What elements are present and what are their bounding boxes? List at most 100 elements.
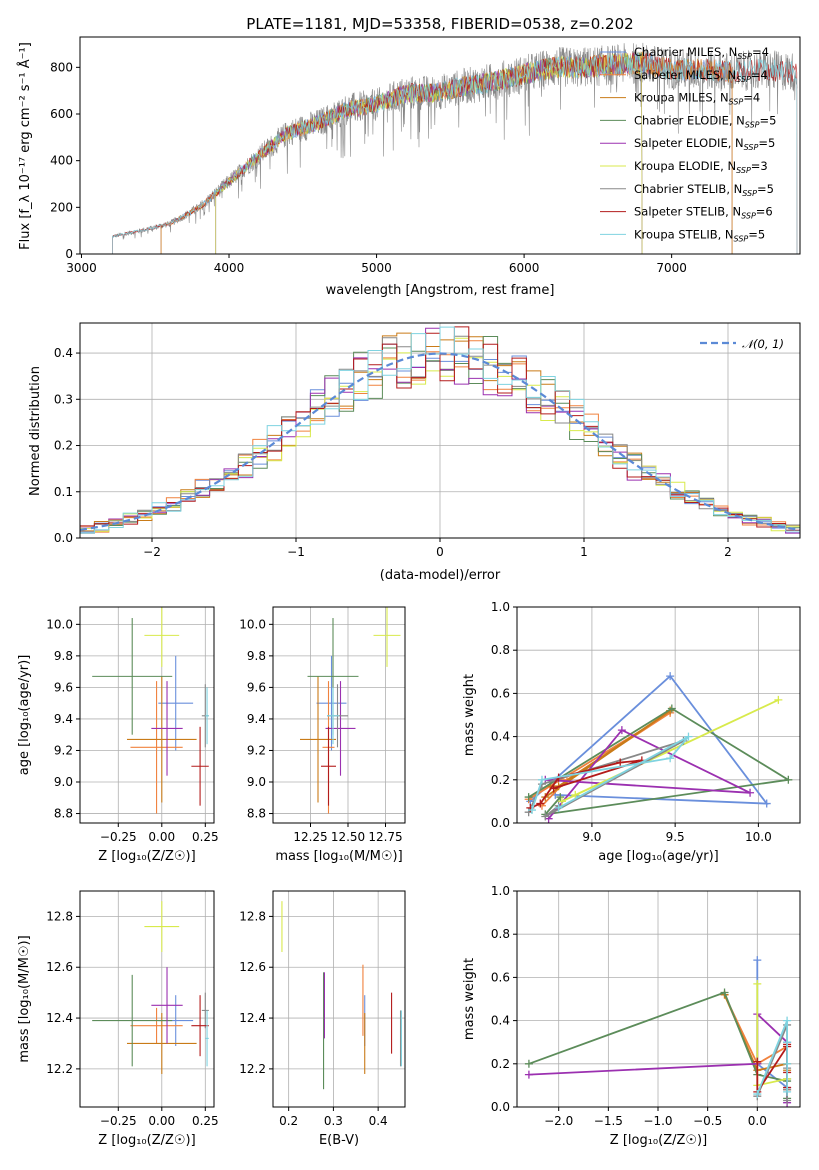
y-tick-label: 12.8 — [46, 909, 73, 923]
data-point-marker — [557, 797, 566, 806]
data-point-marker — [746, 788, 755, 797]
x-tick-label: 2 — [724, 545, 732, 559]
y-tick-label: 1.0 — [491, 884, 510, 898]
errorbar-point — [144, 607, 180, 667]
mass-weight-vs-Z-axes: −2.0 −1.5 −1.0 −0.5 0.0 0.0 0.2 0.4 0.6 0.8 1.0 Z [… — [462, 884, 801, 1148]
errorbar-point — [321, 726, 336, 806]
age-vs-Z-frame: −0.25 0.00 0.25 8.8 9.0 9.2 9.4 9.6 9.8 10.0 Z [lo… — [17, 606, 219, 864]
x-tick-label: −2.0 — [544, 1114, 573, 1128]
x-tick-label: −1.5 — [594, 1114, 623, 1128]
mass-weight-vs-age-ylabel: mass weight — [462, 674, 477, 756]
errorbar-point — [130, 1007, 183, 1044]
y-tick-label: 0.4 — [491, 1014, 510, 1028]
x-tick-label: −2 — [143, 545, 161, 559]
y-tick-label: 0.0 — [54, 531, 73, 545]
data-point-marker — [667, 704, 676, 713]
y-tick-label: 0.8 — [491, 927, 510, 941]
data-point-marker — [762, 799, 771, 808]
y-tick-label: 8.8 — [247, 807, 266, 821]
x-tick-label: 7000 — [656, 261, 687, 275]
mass-vs-ebv-xlabel: E(B-V) — [319, 1133, 359, 1148]
legend-entry: Chabrier ELODIE, NSSP=5 — [634, 113, 776, 129]
y-tick-label: 1.0 — [491, 600, 510, 614]
x-tick-label: 0.2 — [279, 1114, 298, 1128]
mass-weight-vs-Z-xlabel: Z [log₁₀(Z/Z☉)] — [610, 1133, 707, 1148]
y-tick-label: 0.2 — [491, 773, 510, 787]
y-tick-label: 0.6 — [491, 970, 510, 984]
y-tick-label: 800 — [50, 60, 73, 74]
x-tick-label: 0.00 — [148, 830, 175, 844]
hist-xlabel: (data-model)/error — [380, 568, 501, 583]
age-vs-mass-xlabel: mass [log₁₀(M/M☉)] — [275, 849, 402, 864]
legend-entry: Salpeter MILES, NSSP=4 — [634, 68, 768, 84]
series-chabrier-elodie — [524, 704, 793, 819]
errorbar-point — [316, 655, 347, 751]
hist-ylabel: Normed distribution — [28, 366, 43, 496]
x-tick-label: 12.50 — [331, 830, 365, 844]
age-vs-Z-xlabel: Z [log₁₀(Z/Z☉)] — [98, 849, 195, 864]
x-tick-label: 12.75 — [368, 830, 402, 844]
age-vs-mass-border — [272, 606, 406, 824]
legend-entry: Salpeter ELODIE, NSSP=5 — [634, 136, 775, 152]
data-point-marker — [556, 793, 565, 802]
mass-vs-Z-border — [79, 890, 215, 1108]
mass-vs-ebv-frame: 0.2 0.3 0.4 12.2 12.4 12.6 12.8 E(B-V) — [239, 890, 406, 1148]
mass-vs-Z-ylabel: mass [log₁₀(M/M☉)] — [17, 935, 32, 1062]
data-point-marker — [541, 812, 550, 821]
data-point-marker — [617, 726, 626, 735]
y-tick-label: 0.6 — [491, 686, 510, 700]
x-tick-label: 0.25 — [192, 830, 219, 844]
data-point-marker — [753, 956, 762, 965]
errorbar-point — [158, 655, 194, 751]
series-line — [529, 674, 769, 805]
errorbar-point — [130, 681, 183, 814]
x-tick-label: −0.25 — [100, 1114, 137, 1128]
y-tick-label: 0.3 — [54, 392, 73, 406]
age-vs-Z-axes: −0.25 0.00 0.25 8.8 9.0 9.2 9.4 9.6 9.8 10.0 Z [lo… — [17, 606, 219, 864]
y-tick-label: 600 — [50, 107, 73, 121]
residual-histogram-plot-area — [80, 326, 800, 534]
y-tick-label: 8.8 — [54, 807, 73, 821]
mass-vs-ebv-axes: 0.2 0.3 0.4 12.2 12.4 12.6 12.8 E(B-V) — [239, 890, 406, 1148]
mass-vs-ebv-border — [272, 890, 406, 1108]
x-tick-label: 0.3 — [324, 1114, 343, 1128]
data-point-marker — [753, 1057, 762, 1066]
age-vs-Z-ylabel: age [log₁₀(age/yr)] — [17, 655, 32, 776]
spectrum-ylabel: Flux [f_λ 10⁻¹⁷ erg cm⁻² s⁻¹ Å⁻¹] — [17, 42, 33, 250]
x-tick-label: 0.00 — [148, 1114, 175, 1128]
errorbar-point — [191, 726, 209, 806]
x-tick-label: 6000 — [509, 261, 540, 275]
x-tick-label: 1 — [580, 545, 588, 559]
y-tick-label: 9.8 — [54, 649, 73, 663]
y-tick-label: 9.6 — [54, 680, 73, 694]
y-tick-label: 12.6 — [239, 960, 266, 974]
y-tick-label: 9.2 — [247, 743, 266, 757]
errorbar-point — [144, 901, 180, 952]
data-point-marker — [527, 806, 536, 815]
y-tick-label: 0.1 — [54, 485, 73, 499]
x-tick-label: 9.5 — [666, 830, 685, 844]
spectrum-plot-area — [112, 42, 798, 254]
errorbar-point — [300, 676, 336, 803]
y-tick-label: 9.0 — [247, 775, 266, 789]
y-tick-label: 0.4 — [54, 346, 73, 360]
y-tick-label: 0.2 — [54, 439, 73, 453]
y-tick-label: 9.6 — [247, 680, 266, 694]
normal-curve-line — [80, 352, 800, 531]
y-tick-label: 200 — [50, 200, 73, 214]
errorbar-point — [205, 1010, 209, 1067]
figure-title: PLATE=1181, MJD=53358, FIBERID=0538, z=0… — [246, 15, 633, 33]
y-tick-label: 12.2 — [239, 1062, 266, 1076]
x-tick-label: −1 — [287, 545, 305, 559]
y-tick-label: 0.8 — [491, 643, 510, 657]
errorbar-point — [201, 992, 209, 1029]
y-tick-label: 12.2 — [46, 1062, 73, 1076]
x-tick-label: 12.25 — [293, 830, 327, 844]
mass-vs-ebv-plot-area — [281, 901, 402, 1090]
mass-weight-vs-age-frame: 9.0 9.5 10.0 0.0 0.2 0.4 0.6 0.8 1.0 age [log₁₀(a… — [462, 600, 801, 864]
plots-layer: 3000 4000 5000 6000 7000 0 200 400 600 800 wavelen… — [17, 36, 801, 1148]
x-tick-label: 0 — [436, 545, 444, 559]
x-tick-label: −1.0 — [643, 1114, 672, 1128]
spectrum-legend: Chabrier MILES, NSSP=4 Salpeter MILES, NS… — [600, 45, 776, 243]
